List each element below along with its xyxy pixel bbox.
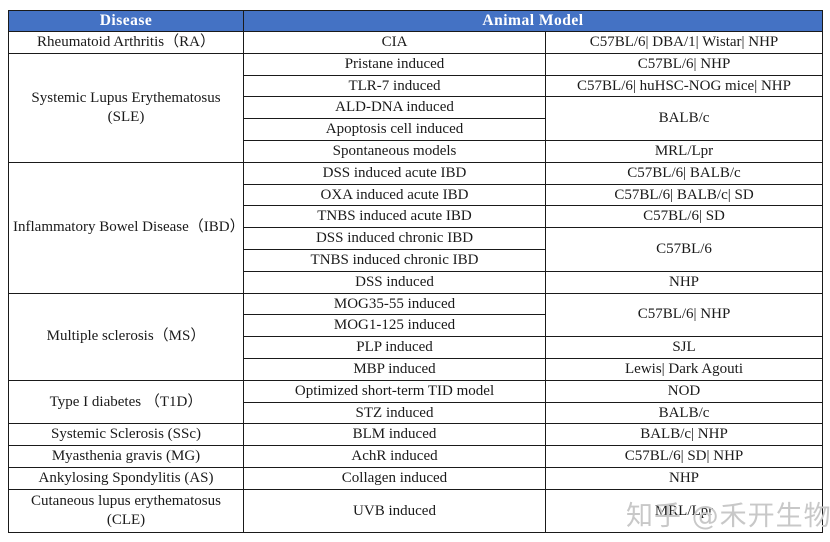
model-cell: STZ induced bbox=[243, 401, 546, 425]
strain-cell: C57BL/6| SD| NHP bbox=[545, 445, 823, 468]
strain-cell: C57BL/6| BALB/c| SD bbox=[545, 183, 823, 207]
table-row: TLR-7 induced C57BL/6| huHSC-NOG mice| N… bbox=[9, 74, 823, 98]
table-row: DSS induced NHP bbox=[9, 270, 823, 294]
header-animal-model: Animal Model bbox=[243, 10, 823, 32]
strain-cell: C57BL/6| NHP bbox=[545, 52, 823, 76]
model-cell: OXA induced acute IBD bbox=[243, 183, 546, 207]
table-row: Type I diabetes （T1D） Optimized short-te… bbox=[8, 379, 823, 425]
table-row: ALD-DNA induced BALB/c bbox=[9, 96, 823, 141]
model-cell: UVB induced bbox=[243, 488, 546, 534]
model-cell: MOG35-55 induced bbox=[243, 292, 546, 316]
disease-cell: Inflammatory Bowel Disease（IBD） bbox=[8, 161, 244, 294]
disease-cell: Ankylosing Spondylitis (AS) bbox=[8, 466, 244, 490]
model-cell: Collagen induced bbox=[243, 466, 546, 490]
model-cell: PLP induced bbox=[243, 336, 546, 359]
strain-cell: NHP bbox=[545, 466, 823, 490]
header-row: Disease Animal Model bbox=[8, 10, 823, 32]
table-row: DSS induced chronic IBD C57BL/6 bbox=[9, 227, 823, 272]
table-row: Systemic Lupus Erythematosus (SLE) Prist… bbox=[8, 52, 823, 163]
table-row: MBP induced Lewis| Dark Agouti bbox=[9, 357, 823, 381]
model-cell: CIA bbox=[243, 31, 546, 54]
table-row: Ankylosing Spondylitis (AS) Collagen ind… bbox=[8, 466, 823, 490]
model-cell: Apoptosis cell induced bbox=[243, 118, 546, 141]
table-row: Inflammatory Bowel Disease（IBD） DSS indu… bbox=[8, 161, 823, 294]
strain-cell: C57BL/6| BALB/c bbox=[545, 161, 823, 185]
model-cell: DSS induced acute IBD bbox=[243, 161, 546, 185]
disease-cell: Multiple sclerosis（MS） bbox=[8, 292, 244, 381]
table-row: Multiple sclerosis（MS） MOG35-55 induced … bbox=[8, 292, 823, 381]
strain-cell: NOD bbox=[545, 379, 823, 403]
table-row: STZ induced BALB/c bbox=[9, 401, 823, 425]
table-row: Apoptosis cell induced bbox=[9, 118, 823, 141]
model-cell: DSS induced bbox=[243, 270, 546, 294]
model-cell: BLM induced bbox=[243, 423, 546, 447]
strain-cell: MRL/Lpr bbox=[545, 139, 823, 163]
model-cell: MOG1-125 induced bbox=[243, 314, 546, 338]
model-cell: ALD-DNA induced bbox=[243, 96, 546, 120]
strain-cell: C57BL/6| SD bbox=[545, 205, 823, 229]
model-cell: Spontaneous models bbox=[243, 139, 546, 163]
animal-model-table: Disease Animal Model Rheumatoid Arthriti… bbox=[8, 10, 823, 534]
header-disease: Disease bbox=[8, 10, 244, 32]
model-cell: Pristane induced bbox=[243, 52, 546, 76]
strain-cell: C57BL/6| NHP bbox=[545, 292, 823, 338]
table-row: Cutaneous lupus erythematosus (CLE) UVB … bbox=[8, 488, 823, 534]
model-cell: DSS induced chronic IBD bbox=[243, 227, 546, 250]
table-row: Myasthenia gravis (MG) AchR induced C57B… bbox=[8, 445, 823, 468]
table-row: TNBS induced acute IBD C57BL/6| SD bbox=[9, 205, 823, 229]
disease-cell: Cutaneous lupus erythematosus (CLE) bbox=[8, 488, 244, 534]
table-row: Systemic Sclerosis (SSc) BLM induced BAL… bbox=[8, 423, 823, 447]
disease-cell: Myasthenia gravis (MG) bbox=[8, 445, 244, 468]
strain-cell: SJL bbox=[545, 336, 823, 359]
strain-cell: C57BL/6| DBA/1| Wistar| NHP bbox=[545, 31, 823, 54]
model-cell: Optimized short-term TID model bbox=[243, 379, 546, 403]
disease-cell: Systemic Sclerosis (SSc) bbox=[8, 423, 244, 447]
strain-cell: C57BL/6 bbox=[545, 227, 823, 272]
model-cell: TNBS induced acute IBD bbox=[243, 205, 546, 229]
strain-cell: MRL/Lpr bbox=[545, 488, 823, 534]
strain-cell: BALB/c bbox=[545, 401, 823, 425]
table-row: Rheumatoid Arthritis（RA） CIA C57BL/6| DB… bbox=[8, 31, 823, 54]
model-cell: AchR induced bbox=[243, 445, 546, 468]
strain-cell: BALB/c| NHP bbox=[545, 423, 823, 447]
model-cell: TLR-7 induced bbox=[243, 74, 546, 98]
strain-cell: NHP bbox=[545, 270, 823, 294]
strain-cell: BALB/c bbox=[545, 96, 823, 141]
disease-cell: Systemic Lupus Erythematosus (SLE) bbox=[8, 52, 244, 163]
model-cell: TNBS induced chronic IBD bbox=[243, 248, 546, 272]
model-cell: MBP induced bbox=[243, 357, 546, 381]
disease-cell: Type I diabetes （T1D） bbox=[8, 379, 244, 425]
table-row: OXA induced acute IBD C57BL/6| BALB/c| S… bbox=[9, 183, 823, 207]
disease-cell: Rheumatoid Arthritis（RA） bbox=[8, 31, 244, 54]
strain-cell: C57BL/6| huHSC-NOG mice| NHP bbox=[545, 74, 823, 98]
strain-cell: Lewis| Dark Agouti bbox=[545, 357, 823, 381]
